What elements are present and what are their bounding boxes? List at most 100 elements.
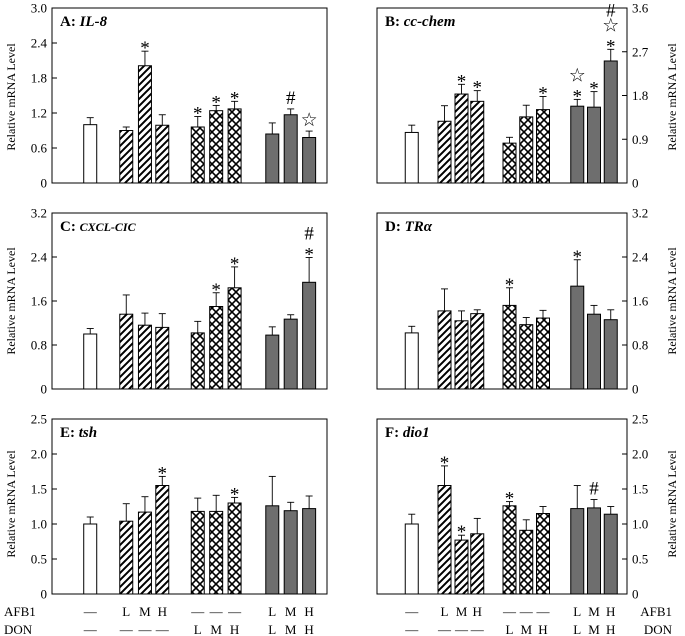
significance-star: * [589,79,599,100]
ytick-label: 0.5 [31,552,47,567]
ytick-label: 1.5 [31,482,47,497]
bar [227,287,242,390]
ytick-label: 1.8 [632,88,648,103]
don-label: — [137,622,152,636]
bar [536,317,550,390]
significance-star: * [158,463,168,484]
bar [302,508,317,595]
bar [137,65,152,184]
ylabel-e: Relative mRNA Level [4,450,18,558]
panel-letter: D: [385,219,405,235]
don-label: M [210,622,222,636]
bar [155,326,170,390]
ytick-label: 2.0 [632,447,648,462]
panel-b: 00.91.82.73.6B: cc-chem* * * *☆**☆# [376,0,649,191]
afb1-label: L [441,604,449,619]
afb1-label: L [122,604,130,619]
bar [209,306,224,390]
bar [454,539,469,595]
bar [137,511,152,595]
don-label: L [268,622,276,636]
bar [137,324,152,390]
gene-name: CXCL-CIC [80,220,137,234]
bar [404,332,419,390]
don-label: M [588,622,600,636]
bar [283,510,298,595]
afb1-label: H [473,604,482,619]
panel-letter: A: [60,14,80,30]
ytick-label: 0 [41,176,48,191]
bar [265,334,280,390]
significance-hash: # [589,479,599,500]
don-label: — [119,622,134,636]
afb1-label: L [573,604,581,619]
don-row-name-right: DON [644,622,673,636]
significance-star: * [304,245,314,266]
significance-star: * [440,453,450,474]
ytick-label: 3.6 [632,1,649,16]
don-label: — [470,622,485,636]
ytick-label: 0.8 [632,338,648,353]
ytick-label: 3.2 [632,206,648,221]
ytick-label: 3.0 [31,1,47,16]
bar [470,533,485,595]
afb1-label: M [456,604,468,619]
bar [519,529,534,595]
ytick-label: 0.5 [632,552,648,567]
ytick-label: 2.4 [632,250,649,265]
afb1-label: — [83,604,98,619]
bar [209,510,224,595]
significance-star: * [505,489,515,510]
ytick-label: 0.6 [31,141,48,156]
significance-star: * [230,88,240,109]
bar [190,126,205,184]
panel-title-e: E: tsh [60,425,97,441]
panel-f: 0 0.5 1.0 1.5 2.0 2.5 F: dio1 * * * # [376,412,648,602]
panel-letter: E: [60,425,79,441]
don-label: — [454,622,469,636]
ytick-label: 1.2 [31,106,47,121]
ylabel-c: Relative mRNA Level [4,247,18,355]
significance-star: * [140,38,150,59]
ytick-label: 0 [632,382,639,397]
ylabel-b: Relative mRNA Level [665,43,679,151]
significance-star: * [505,275,515,296]
afb1-label: H [606,604,615,619]
ytick-label: 1.0 [31,517,47,532]
ytick-label: 2.4 [31,36,48,51]
afb1-label: — [404,604,419,619]
afb1-label: H [158,604,167,619]
gene-name: IL-8 [79,14,108,30]
significance-star: * [193,104,203,125]
significance-star: * [457,71,467,92]
plot-frame-a [51,7,328,184]
bar [519,324,534,390]
plot-frame-e [51,418,328,595]
afb1-label: M [139,604,151,619]
bar [454,93,469,184]
gene-name: cc-chem [404,14,456,30]
afb1-label: — [502,604,517,619]
afb1-label: — [519,604,534,619]
bar [265,505,280,595]
ytick-label: 0 [41,382,48,397]
don-label: H [230,622,239,636]
afb1-row-name-left: AFB1 [4,604,36,619]
ytick-label: 0 [632,587,639,602]
don-label: H [538,622,547,636]
bar [209,110,224,184]
bar [470,313,485,390]
bar [190,510,205,595]
ylabel-f: Relative mRNA Level [665,450,679,558]
bar [454,320,469,390]
significance-hash: # [286,88,296,109]
ytick-label: 1.0 [632,517,648,532]
panel-title-b: B: cc-chem [385,14,455,30]
ytick-label: 3.2 [31,206,47,221]
bar [536,109,550,184]
bar [502,505,517,595]
bar [302,281,317,390]
bar [570,285,585,390]
significance-star: * [230,484,240,505]
ytick-label: 2.7 [632,44,649,59]
